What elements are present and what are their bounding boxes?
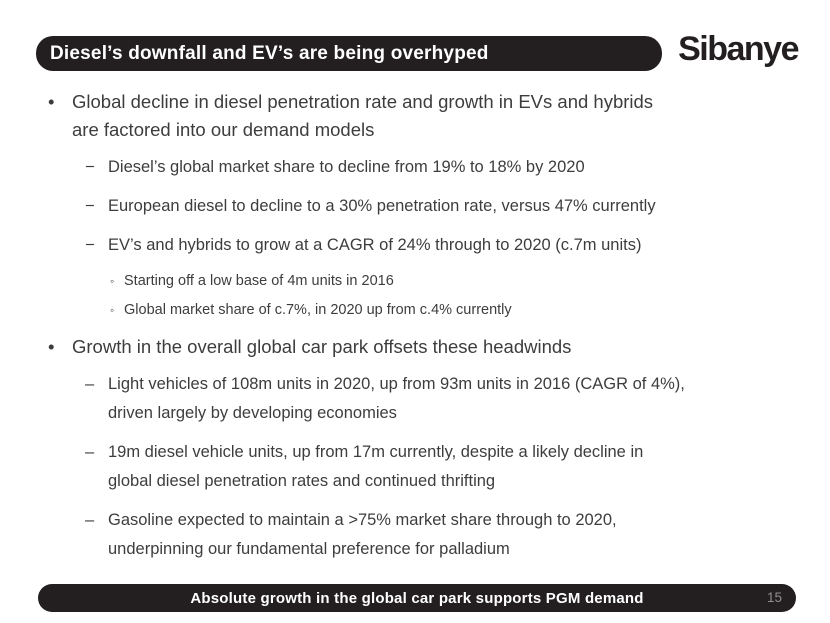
bullet-text: 19m diesel vehicle units, up from 17m cu… — [108, 443, 644, 490]
bullet-text: European diesel to decline to a 30% pene… — [108, 197, 656, 215]
bullet-marker: • — [48, 91, 55, 112]
list-item: – Light vehicles of 108m units in 2020, u… — [36, 370, 802, 428]
bullet-marker: – — [85, 375, 95, 393]
bullet-text: Light vehicles of 108m units in 2020, up… — [108, 375, 685, 422]
bullet-text: Global decline in diesel penetration rat… — [72, 91, 654, 140]
bullet-marker: – — [85, 511, 95, 529]
list-item: − EV’s and hybrids to grow at a CAGR of 2… — [36, 231, 802, 260]
list-item: ◦ Starting off a low base of 4m units in … — [36, 270, 802, 292]
bullet-text: Global market share of c.7%, in 2020 up … — [124, 302, 512, 318]
bullet-marker: − — [85, 236, 95, 254]
footer-bar: Absolute growth in the global car park s… — [38, 584, 796, 612]
bullet-text: Gasoline expected to maintain a >75% mar… — [108, 511, 617, 558]
bullet-text: Growth in the overall global car park of… — [72, 336, 572, 357]
bullet-marker: – — [85, 443, 95, 461]
list-item: – Gasoline expected to maintain a >75% ma… — [36, 506, 802, 564]
list-item: –19m diesel vehicle units, up from 17m c… — [36, 438, 802, 496]
list-item: • Global decline in diesel penetration ra… — [36, 88, 802, 144]
list-item: • Growth in the overall global car park o… — [36, 333, 802, 361]
bullet-marker: − — [85, 197, 95, 215]
list-item: − European diesel to decline to a 30% pen… — [36, 192, 802, 221]
bullet-list: • Global decline in diesel penetration ra… — [36, 88, 802, 574]
bullet-text: Diesel’s global market share to decline … — [108, 158, 585, 176]
footer-message: Absolute growth in the global car park s… — [190, 589, 644, 607]
sibanye-logo: Sibanye — [678, 30, 799, 68]
bullet-text: EV’s and hybrids to grow at a CAGR of 24… — [108, 236, 642, 254]
list-item: − Diesel’s global market share to decline… — [36, 153, 802, 182]
bullet-marker: • — [48, 336, 55, 357]
bullet-marker: − — [85, 158, 95, 176]
bullet-text: Starting off a low base of 4m units in 2… — [124, 273, 394, 289]
page-number: 15 — [766, 590, 782, 605]
page-title: Diesel’s downfall and EV’s are being ove… — [50, 42, 489, 64]
bullet-marker: ◦ — [110, 274, 115, 288]
list-item: ◦ Global market share of c.7%, in 2020 up… — [36, 299, 802, 321]
bullet-marker: ◦ — [110, 303, 115, 317]
title-bar: Diesel’s downfall and EV’s are being ove… — [36, 36, 662, 71]
